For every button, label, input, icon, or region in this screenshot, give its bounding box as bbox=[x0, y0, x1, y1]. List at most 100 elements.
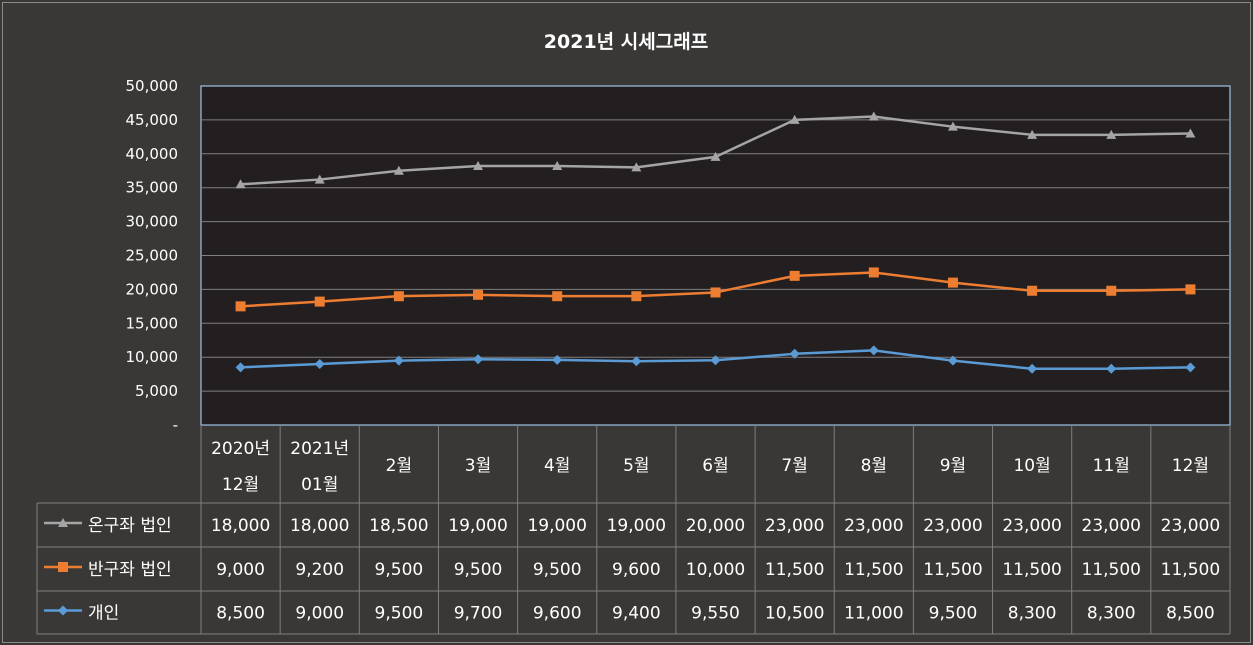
x-category-label: 01월 bbox=[301, 475, 338, 495]
series-3-point bbox=[1027, 363, 1038, 374]
x-category-label: 3월 bbox=[465, 456, 491, 476]
series-2-table-value: 9,500 bbox=[454, 560, 503, 580]
series-3-point bbox=[631, 356, 642, 367]
series-1-table-value: 23,000 bbox=[1082, 516, 1141, 536]
series-1-point bbox=[1027, 129, 1038, 139]
chart-title: 2021년 시세그래프 bbox=[544, 31, 708, 53]
series-2-point bbox=[710, 287, 721, 298]
x-category-label: 2020년 bbox=[211, 439, 270, 459]
y-tick-label: 10,000 bbox=[126, 348, 179, 366]
series-2-point bbox=[1027, 285, 1038, 296]
series-2-point bbox=[1106, 285, 1117, 296]
series-1-legend-label: 온구좌 법인 bbox=[88, 516, 172, 536]
series-3-legend-marker bbox=[58, 605, 68, 616]
series-1-table-value: 18,000 bbox=[211, 516, 270, 536]
series-1-point bbox=[631, 162, 642, 172]
series-2-point bbox=[868, 267, 879, 278]
x-category-label: 12월 bbox=[222, 475, 259, 495]
series-2-table-value: 9,000 bbox=[216, 560, 265, 580]
series-3-point bbox=[393, 355, 404, 366]
series-3-table-value: 9,700 bbox=[454, 604, 503, 624]
series-3-point bbox=[1185, 362, 1196, 373]
series-3-table-value: 9,550 bbox=[691, 604, 740, 624]
x-category-label: 12월 bbox=[1172, 456, 1209, 476]
series-2-table-value: 11,500 bbox=[1002, 560, 1061, 580]
series-2-point bbox=[393, 291, 404, 302]
series-1-table-value: 23,000 bbox=[923, 516, 982, 536]
series-1-table-value: 20,000 bbox=[686, 516, 745, 536]
series-1-point bbox=[314, 174, 325, 184]
series-2-table-value: 11,500 bbox=[1161, 560, 1220, 580]
series-1-point bbox=[947, 121, 958, 131]
series-2-point bbox=[631, 291, 642, 302]
series-3-point bbox=[314, 358, 325, 369]
y-tick-label: - bbox=[173, 416, 178, 434]
series-1-point bbox=[710, 151, 721, 161]
series-1-table-value: 19,000 bbox=[607, 516, 666, 536]
series-2-point bbox=[314, 296, 325, 307]
series-1-table-value: 23,000 bbox=[1002, 516, 1061, 536]
series-3-table-value: 9,600 bbox=[533, 604, 582, 624]
y-tick-label: 45,000 bbox=[126, 111, 179, 129]
x-category-label: 10월 bbox=[1013, 456, 1050, 476]
series-3-table-value: 11,000 bbox=[844, 604, 903, 624]
series-3-table-value: 8,500 bbox=[216, 604, 265, 624]
x-category-label: 6월 bbox=[702, 456, 728, 476]
series-3-legend-label: 개인 bbox=[88, 604, 119, 624]
series-3-point bbox=[868, 345, 879, 356]
series-2-point bbox=[552, 291, 563, 302]
series-1-legend-marker bbox=[58, 518, 68, 527]
series-3-point bbox=[235, 362, 246, 373]
series-2-point bbox=[235, 301, 246, 312]
x-category-label: 5월 bbox=[623, 456, 649, 476]
series-3-table-value: 9,500 bbox=[375, 604, 424, 624]
series-2-table-value: 11,500 bbox=[765, 560, 824, 580]
y-tick-label: 40,000 bbox=[126, 145, 179, 163]
series-3-point bbox=[947, 355, 958, 366]
series-1-point bbox=[393, 165, 404, 175]
series-3-table-value: 8,300 bbox=[1008, 604, 1057, 624]
series-1-table-value: 18,500 bbox=[369, 516, 428, 536]
series-2-legend-label: 반구좌 법인 bbox=[88, 560, 172, 580]
series-1-point bbox=[473, 161, 484, 171]
series-2-point bbox=[473, 289, 484, 300]
series-1-table-value: 19,000 bbox=[448, 516, 507, 536]
series-1-point bbox=[789, 114, 800, 124]
series-3-point bbox=[1106, 363, 1117, 374]
series-3-point bbox=[473, 354, 484, 365]
series-2-table-value: 11,500 bbox=[923, 560, 982, 580]
x-category-label: 2021년 bbox=[290, 439, 349, 459]
series-2-table-value: 9,600 bbox=[612, 560, 661, 580]
series-3-point bbox=[789, 348, 800, 359]
series-1-table-value: 23,000 bbox=[1161, 516, 1220, 536]
y-tick-label: 5,000 bbox=[135, 382, 178, 400]
series-3-point bbox=[710, 355, 721, 366]
series-1-table-value: 23,000 bbox=[765, 516, 824, 536]
x-category-label: 7월 bbox=[781, 456, 807, 476]
x-category-label: 2월 bbox=[386, 456, 412, 476]
x-category-label: 9월 bbox=[940, 456, 966, 476]
series-3-table-value: 10,500 bbox=[765, 604, 824, 624]
series-3-table-value: 8,500 bbox=[1166, 604, 1215, 624]
y-tick-label: 35,000 bbox=[126, 179, 179, 197]
y-tick-label: 20,000 bbox=[126, 280, 179, 298]
series-2-point bbox=[1185, 284, 1196, 295]
series-2-table-value: 10,000 bbox=[686, 560, 745, 580]
y-tick-label: 25,000 bbox=[126, 247, 179, 265]
series-2-table-value: 9,500 bbox=[375, 560, 424, 580]
x-category-label: 4월 bbox=[544, 456, 570, 476]
series-3-table-value: 9,000 bbox=[295, 604, 344, 624]
series-2-legend-marker bbox=[58, 562, 68, 572]
series-1-point bbox=[1106, 129, 1117, 139]
series-2-point bbox=[789, 270, 800, 281]
series-3-point bbox=[552, 354, 563, 365]
series-1-table-value: 18,000 bbox=[290, 516, 349, 536]
series-3-table-value: 9,500 bbox=[929, 604, 978, 624]
series-2-point bbox=[947, 277, 958, 288]
x-category-label: 11월 bbox=[1093, 456, 1130, 476]
series-1-point bbox=[868, 111, 879, 121]
series-1-table-value: 19,000 bbox=[527, 516, 586, 536]
x-category-label: 8월 bbox=[861, 456, 887, 476]
series-1-table-value: 23,000 bbox=[844, 516, 903, 536]
